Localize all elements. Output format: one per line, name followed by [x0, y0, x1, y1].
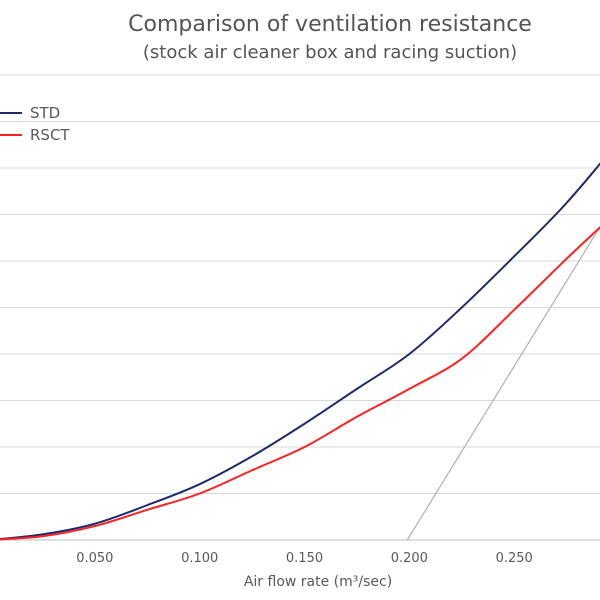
series-lines — [0, 162, 600, 541]
chart-title: Comparison of ventilation resistance — [128, 12, 532, 37]
x-tick-label: 0.200 — [391, 551, 428, 566]
x-tick-label: 0.100 — [181, 551, 218, 566]
legend: STD RSCT — [0, 104, 70, 144]
x-axis-label: Air flow rate (m³/sec) — [244, 574, 392, 590]
annotation-arrow — [406, 225, 600, 541]
legend-label-std: STD — [30, 104, 60, 122]
x-tick-label: 0.050 — [76, 551, 113, 566]
series-line-rsct — [0, 226, 600, 541]
gridlines — [0, 74, 600, 541]
annotations — [406, 225, 600, 541]
chart-subtitle: (stock air cleaner box and racing suctio… — [143, 42, 517, 63]
legend-label-rsct: RSCT — [30, 126, 70, 144]
x-tick-label: 0.150 — [286, 551, 323, 566]
series-line-std — [0, 162, 600, 541]
x-tick-label: 0.250 — [496, 551, 533, 566]
